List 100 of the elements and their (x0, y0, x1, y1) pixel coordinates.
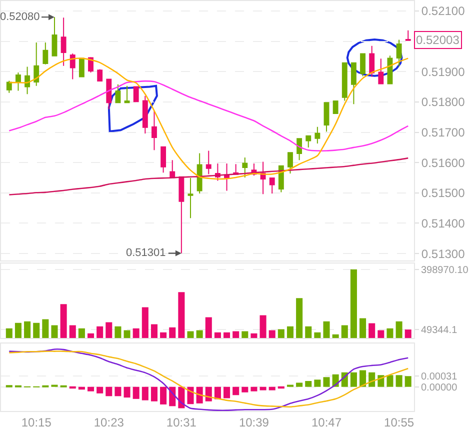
y-tick-label: 0.51400 (421, 216, 466, 230)
y-tick-label: 0.51800 (421, 95, 466, 110)
bar (114, 386, 122, 396)
candlestick (97, 68, 103, 82)
bar (305, 380, 312, 387)
candlestick (188, 178, 194, 219)
bar (350, 269, 357, 338)
bar (341, 325, 348, 338)
bar (386, 375, 394, 387)
bar (78, 386, 85, 390)
bar (224, 332, 230, 338)
bar (150, 386, 158, 402)
bar (178, 292, 185, 338)
bar (106, 322, 112, 338)
bar (160, 332, 167, 338)
candlestick (405, 30, 411, 41)
candlestick (16, 72, 21, 92)
line-series (8, 80, 409, 152)
bar (242, 386, 248, 392)
candlestick (70, 52, 76, 80)
candlestick (52, 16, 58, 56)
bar (242, 331, 248, 338)
bar (132, 328, 140, 338)
y-tick-label: 398970.10 (421, 264, 469, 276)
candlestick (106, 78, 112, 110)
bar (69, 325, 76, 338)
candlestick (288, 152, 293, 174)
bar (51, 325, 58, 338)
bar (69, 386, 76, 389)
bar (150, 324, 158, 338)
bar (124, 330, 130, 338)
candlestick (314, 126, 320, 144)
bar (268, 386, 276, 390)
bar (232, 386, 240, 396)
candlestick (342, 62, 348, 102)
bar (160, 386, 167, 404)
bar (187, 386, 194, 404)
bar (305, 326, 312, 338)
candlestick (115, 84, 121, 104)
y-tick-label: 0.52100 (421, 4, 466, 18)
bar (14, 322, 22, 338)
bar (132, 386, 140, 399)
bar (96, 326, 104, 338)
bar (368, 323, 376, 338)
bar (124, 386, 130, 398)
bar (314, 332, 321, 338)
candlestick (124, 85, 130, 104)
candlestick (296, 138, 302, 161)
candlestick (142, 95, 148, 134)
bar (278, 329, 284, 338)
candlestick (42, 42, 48, 65)
candlestick (178, 176, 184, 254)
x-tick-label: 10:39 (238, 415, 270, 430)
bar (278, 386, 284, 389)
annotation: 0.51301 (126, 247, 166, 259)
bar (169, 327, 176, 338)
candlestick (224, 163, 230, 192)
bar (368, 372, 376, 387)
x-tick-label: 10:23 (94, 415, 124, 430)
candlestick (332, 100, 338, 114)
candlestick (206, 150, 212, 175)
y-tick-label: 0.51500 (421, 186, 466, 200)
bar (260, 315, 266, 338)
x-tick-label: 10:55 (384, 415, 414, 430)
bar (78, 328, 85, 338)
bar (260, 386, 266, 390)
bar (196, 330, 203, 338)
bar (404, 376, 412, 387)
bar (286, 326, 294, 338)
bar (88, 333, 94, 338)
text: 0.52003 (416, 33, 460, 47)
bar (187, 331, 194, 338)
bar (360, 370, 366, 387)
candlestick (24, 66, 30, 95)
candlestick (378, 58, 384, 84)
candlestick (350, 62, 356, 105)
candlestick (60, 17, 66, 66)
candlestick (396, 39, 402, 67)
candlestick (152, 110, 157, 151)
bar (142, 307, 148, 338)
bar (314, 380, 321, 387)
candlestick (260, 161, 266, 195)
candlestick (133, 86, 139, 102)
y-tick-label: 0.00031 (421, 372, 458, 383)
bar (250, 333, 258, 338)
y-tick-label: 0.51300 (421, 246, 466, 261)
candlestick (34, 42, 40, 86)
candlestick (78, 58, 84, 78)
bar (250, 386, 258, 392)
candlestick (170, 160, 176, 178)
x-tick-label: 10:15 (21, 415, 52, 430)
bar (224, 386, 230, 398)
bar (296, 382, 303, 387)
bar (350, 372, 357, 387)
bar (232, 331, 240, 338)
bar (42, 319, 49, 338)
bar (142, 386, 148, 400)
bar (33, 322, 40, 338)
x-tick-label: 10:47 (311, 415, 342, 430)
y-tick-label: 49344.1 (421, 325, 458, 336)
